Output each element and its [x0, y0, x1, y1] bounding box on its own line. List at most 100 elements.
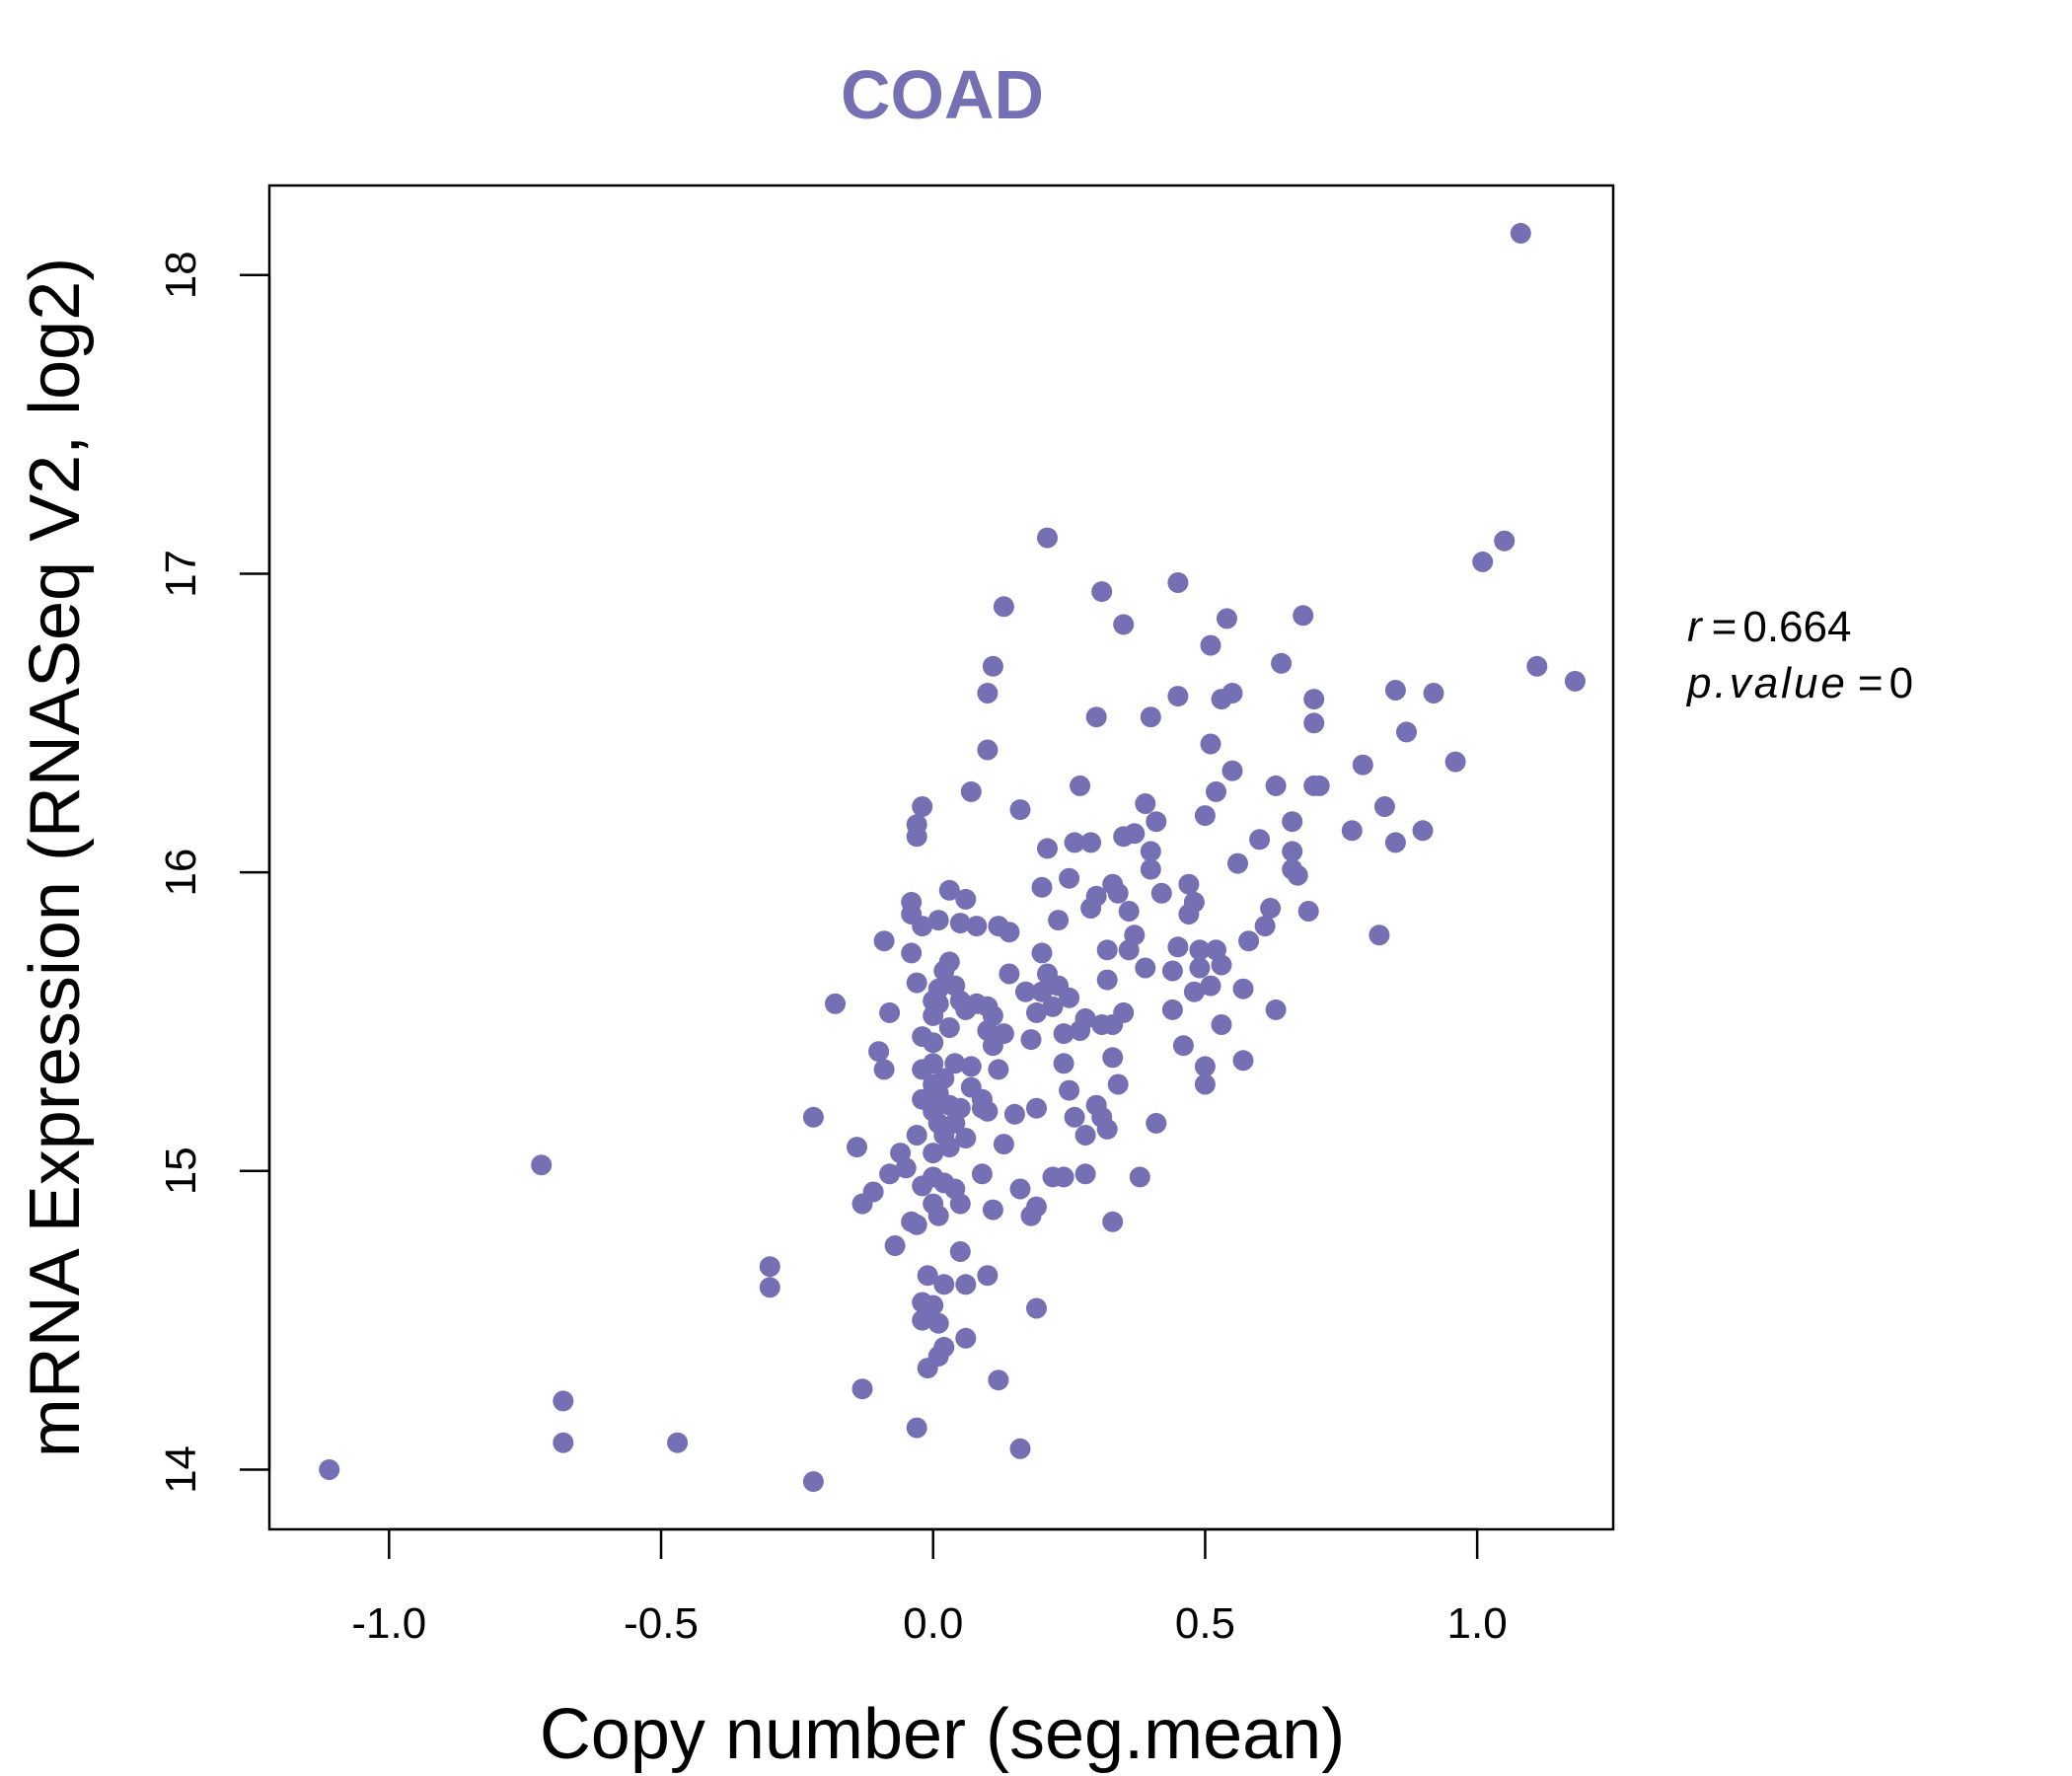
data-point — [1085, 885, 1107, 907]
data-point — [1009, 1178, 1031, 1200]
data-point — [1003, 1103, 1025, 1125]
data-point — [1194, 1056, 1216, 1077]
data-point — [759, 1256, 780, 1278]
data-point — [802, 1106, 824, 1128]
data-point — [1059, 1079, 1080, 1101]
data-point — [906, 1214, 927, 1235]
y-tick-label: 15 — [157, 1147, 205, 1195]
data-point — [906, 1417, 927, 1439]
data-point — [1096, 1118, 1118, 1140]
x-axis: -1.0 -0.5 0.0 0.5 1.0 — [351, 1527, 1508, 1648]
data-point — [1074, 1163, 1096, 1185]
data-point — [993, 1134, 1014, 1155]
data-point — [873, 930, 895, 952]
data-point — [884, 1235, 906, 1256]
p-label: p.value — [1685, 659, 1848, 707]
data-point — [895, 1157, 917, 1179]
r-value: 0.664 — [1742, 603, 1851, 651]
data-point — [759, 1277, 780, 1298]
data-point — [1167, 572, 1189, 593]
data-point — [1265, 775, 1287, 796]
x-tick-label: -0.5 — [624, 1599, 699, 1648]
data-point — [1352, 754, 1373, 776]
data-point — [977, 739, 999, 761]
data-point — [1526, 655, 1548, 677]
data-point — [1146, 1112, 1167, 1134]
data-point — [1009, 799, 1031, 821]
data-point — [1037, 527, 1058, 549]
data-point — [1564, 670, 1586, 692]
data-point — [1042, 996, 1064, 1017]
data-point — [1369, 925, 1390, 946]
data-point — [933, 1274, 955, 1295]
data-point — [1124, 925, 1146, 946]
data-point — [1183, 891, 1205, 913]
data-point — [966, 916, 988, 937]
data-point — [1282, 811, 1303, 833]
data-point — [851, 1378, 873, 1400]
data-point — [1102, 1211, 1124, 1232]
data-point — [1423, 683, 1444, 703]
data-point — [923, 1032, 944, 1054]
data-point — [1265, 999, 1287, 1020]
data-point — [1444, 751, 1466, 773]
data-point — [1178, 873, 1200, 895]
data-point — [1254, 916, 1276, 937]
r-equals: = — [1712, 603, 1738, 651]
r-label: r — [1687, 603, 1704, 651]
data-point — [960, 1056, 982, 1077]
data-point — [1140, 841, 1161, 862]
data-point — [927, 978, 949, 999]
data-point — [1107, 1073, 1129, 1095]
data-point — [1113, 614, 1135, 635]
data-point — [1172, 1035, 1194, 1057]
data-point — [1053, 1053, 1074, 1074]
data-point — [1221, 683, 1243, 703]
data-point — [1048, 910, 1070, 931]
data-point — [1031, 981, 1053, 1002]
data-point — [1211, 954, 1232, 976]
data-point — [1129, 1166, 1150, 1188]
chart-title: COAD — [841, 56, 1044, 133]
data-point — [1015, 981, 1036, 1002]
data-point — [906, 1125, 927, 1146]
data-point — [993, 596, 1014, 618]
data-point — [938, 879, 960, 901]
data-point — [988, 1369, 1009, 1391]
data-point — [1227, 852, 1248, 874]
data-point — [802, 1471, 824, 1493]
data-point — [927, 993, 949, 1014]
data-point — [912, 796, 933, 817]
data-point — [923, 1295, 944, 1316]
data-point — [923, 1053, 944, 1074]
data-point — [955, 1128, 977, 1148]
data-point — [906, 814, 927, 836]
data-point — [977, 683, 999, 703]
data-point — [1070, 775, 1091, 796]
data-point — [1150, 882, 1172, 904]
data-point — [1091, 581, 1113, 603]
data-point — [982, 655, 1003, 677]
data-point — [1194, 1073, 1216, 1095]
data-point — [1206, 780, 1226, 802]
data-point — [955, 888, 977, 910]
data-point — [1238, 930, 1260, 952]
data-point — [971, 1163, 993, 1185]
data-point — [938, 1017, 960, 1038]
x-tick-label: 0.0 — [903, 1599, 963, 1648]
data-point — [1085, 706, 1107, 728]
data-point — [1200, 733, 1221, 755]
data-point — [993, 1023, 1014, 1045]
data-point — [847, 1137, 867, 1158]
data-point — [1096, 939, 1118, 961]
data-point — [1059, 987, 1080, 1008]
y-tick-label: 16 — [157, 849, 205, 897]
data-point — [949, 1241, 971, 1262]
data-point — [1113, 1001, 1135, 1023]
y-tick-label: 14 — [157, 1445, 205, 1494]
data-point — [1074, 1125, 1096, 1146]
data-point — [1037, 838, 1058, 859]
data-point — [982, 1199, 1003, 1221]
data-point — [879, 1001, 901, 1023]
data-point — [949, 913, 971, 934]
